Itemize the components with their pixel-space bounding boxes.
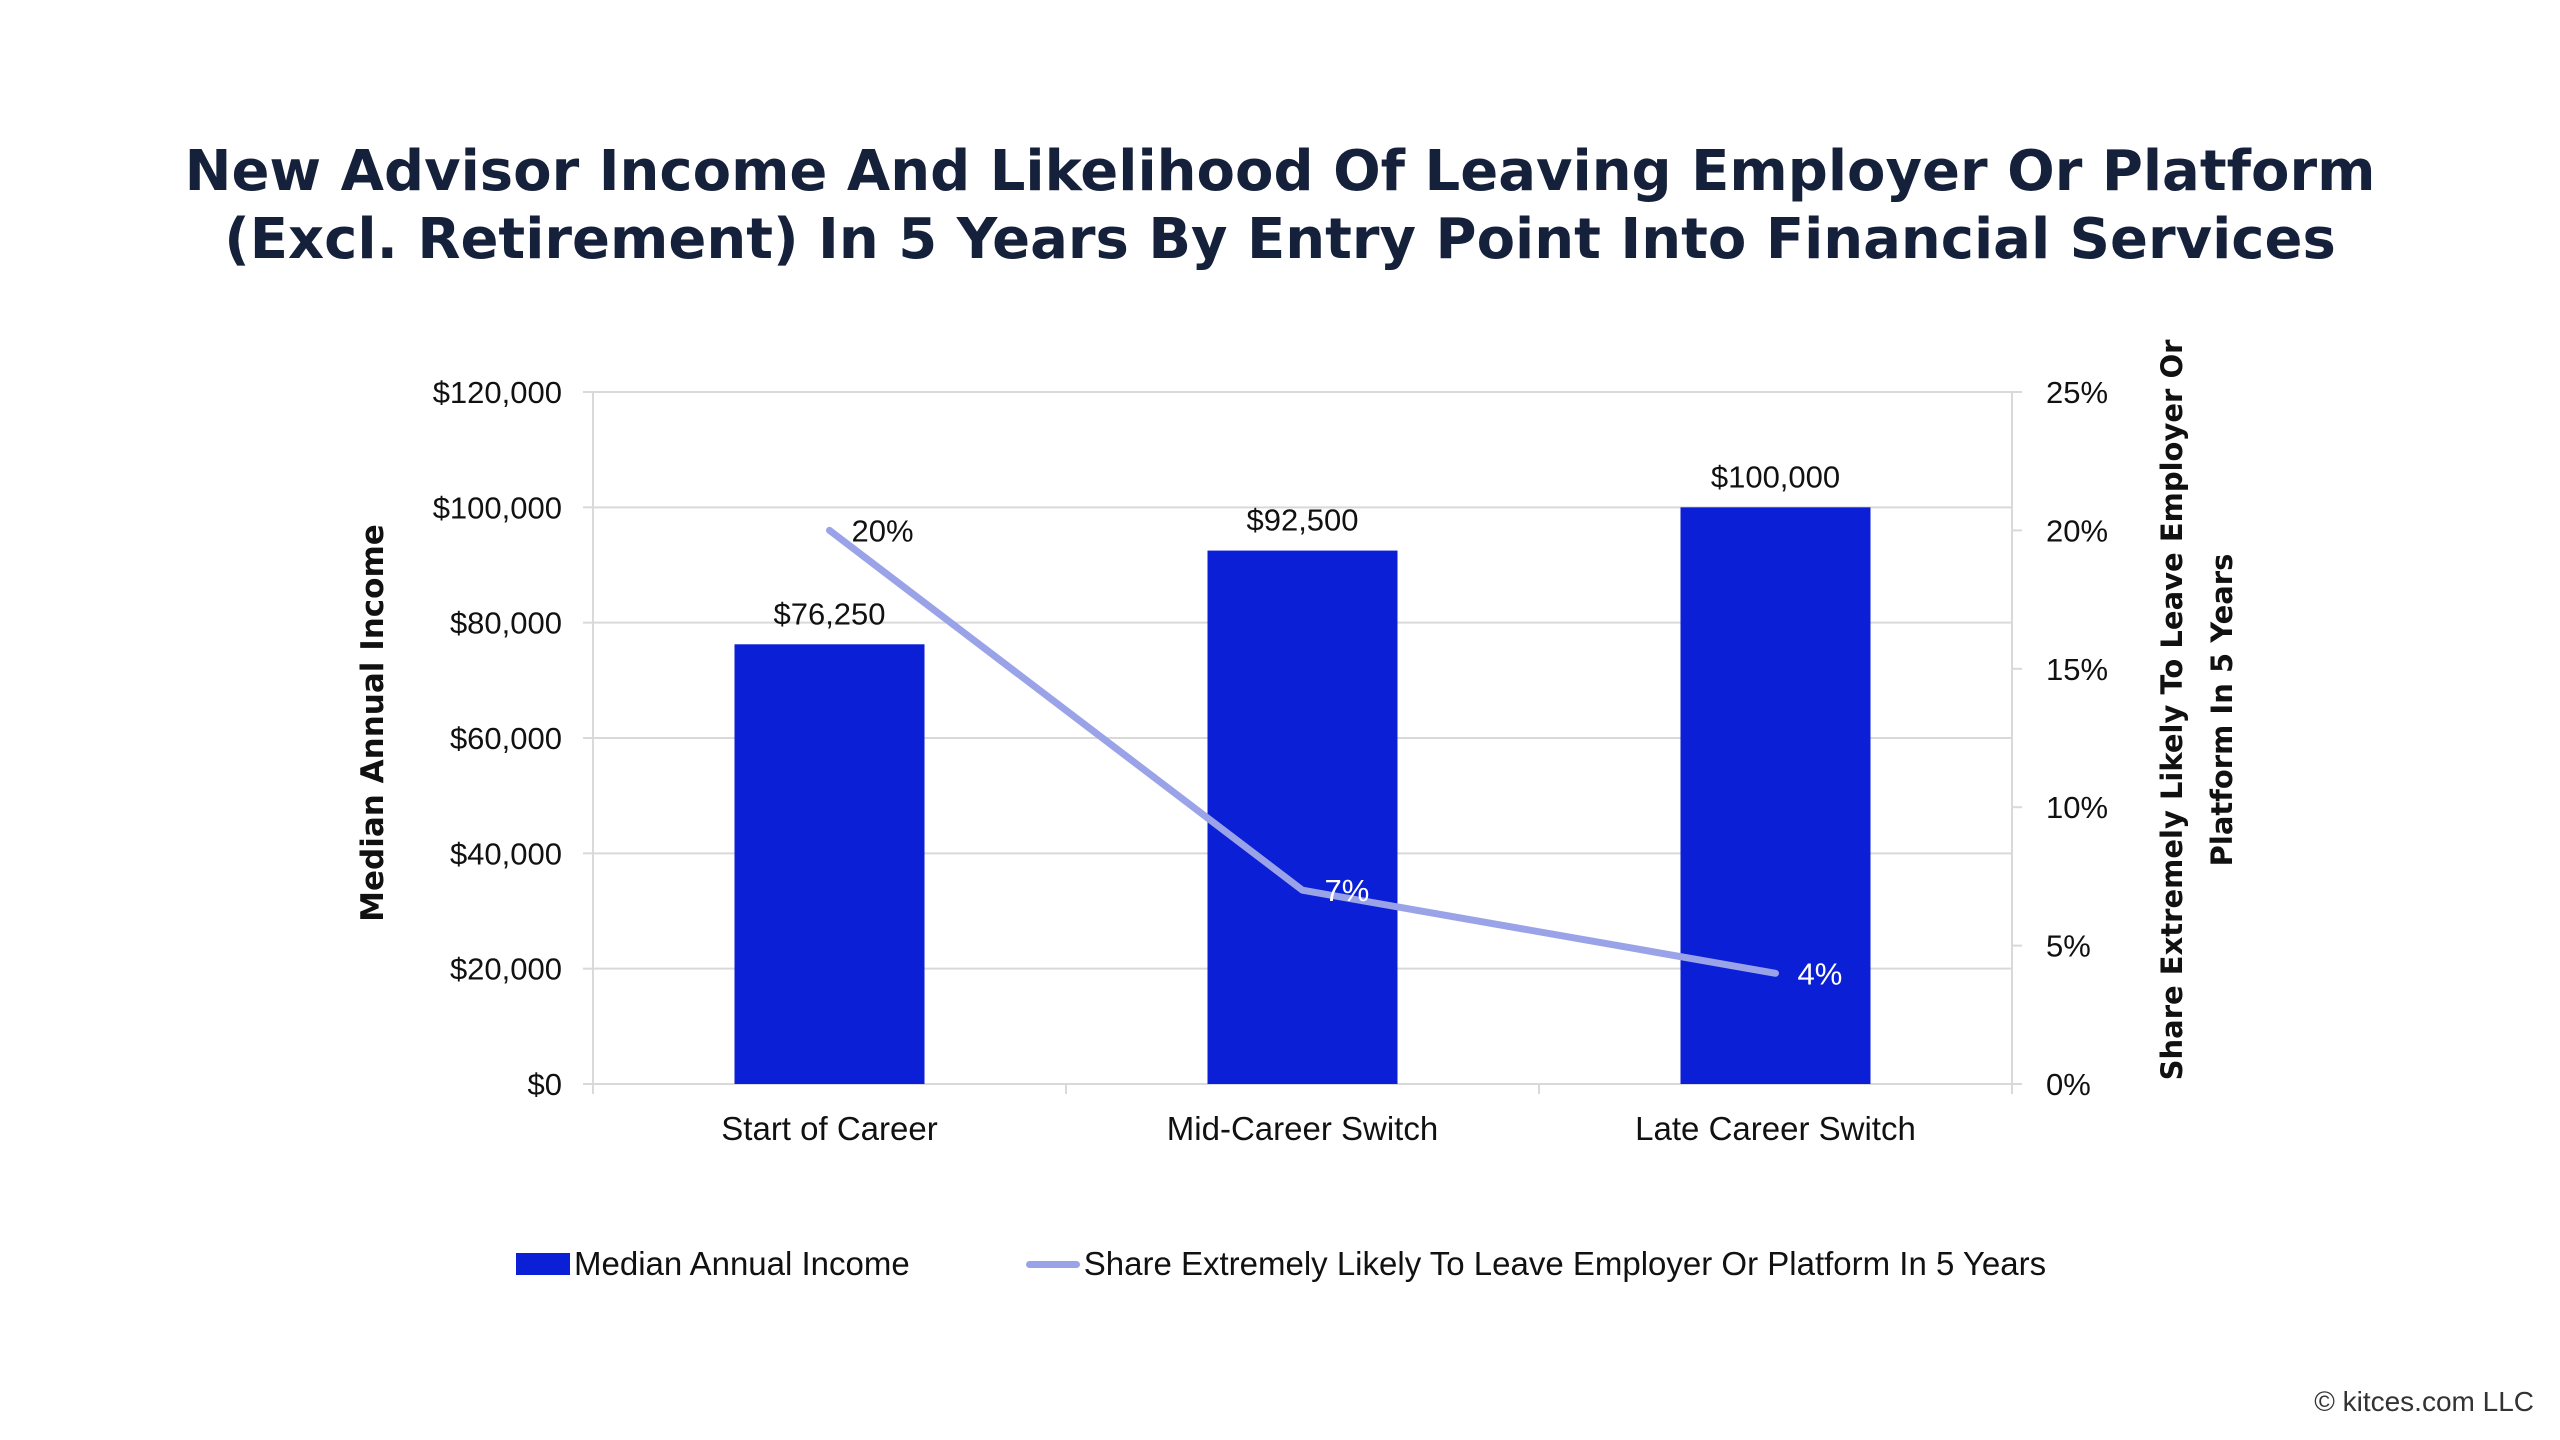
- legend-swatch-line: [1025, 1260, 1080, 1268]
- chart-title-line-1: New Advisor Income And Likelihood Of Lea…: [184, 139, 2376, 204]
- y-tick-label: $0: [528, 1067, 562, 1102]
- y-tick-label: $20,000: [450, 952, 562, 987]
- legend-label-income: Median Annual Income: [574, 1245, 910, 1282]
- x-tick-label: Mid-Career Switch: [1167, 1110, 1438, 1147]
- legend-swatch-bar: [516, 1253, 570, 1275]
- chart-title-line-2: (Excl. Retirement) In 5 Years By Entry P…: [224, 207, 2336, 272]
- y-tick-label: $40,000: [450, 836, 562, 871]
- bar-data-label: $76,250: [773, 596, 885, 631]
- line-series-share: [826, 526, 1779, 977]
- bar-data-label: $92,500: [1246, 503, 1358, 538]
- y-tick-label: $100,000: [433, 490, 562, 525]
- y-tick-label: $80,000: [450, 606, 562, 641]
- copyright-notice: © kitces.com LLC: [2314, 1386, 2534, 1417]
- y2-tick-label: 5%: [2046, 929, 2091, 964]
- y-tick-label: $120,000: [433, 375, 562, 410]
- bar: [1207, 550, 1398, 1084]
- legend-label-share: Share Extremely Likely To Leave Employer…: [1083, 1245, 2047, 1282]
- bar: [1680, 507, 1871, 1084]
- y2-tick-label: 0%: [2046, 1067, 2091, 1102]
- chart-legend: Median Annual Income Share Extremely Lik…: [516, 1242, 2046, 1286]
- line-data-label: 20%: [852, 513, 914, 548]
- x-tick-label: Late Career Switch: [1635, 1110, 1916, 1147]
- y2-tick-label: 15%: [2046, 652, 2108, 687]
- legend-item-income: Median Annual Income: [516, 1245, 910, 1283]
- y2-tick-label: 25%: [2046, 375, 2108, 410]
- line-data-label: 7%: [1325, 873, 1370, 908]
- chart-title: New Advisor Income And Likelihood Of Lea…: [0, 138, 2560, 274]
- y-axis-title: Median Annual Income: [355, 524, 391, 922]
- bar: [734, 644, 925, 1084]
- legend-item-share: Share Extremely Likely To Leave Employer…: [1025, 1245, 2047, 1283]
- y2-tick-label: 20%: [2046, 513, 2108, 548]
- bar-data-label: $100,000: [1711, 459, 1840, 494]
- y-tick-label: $60,000: [450, 721, 562, 756]
- y2-axis-title: Share Extremely Likely To Leave Employer…: [2155, 339, 2239, 1080]
- y2-axis-title-line: Share Extremely Likely To Leave Employer…: [2155, 339, 2189, 1080]
- y2-axis-title-line: Platform In 5 Years: [2205, 554, 2239, 867]
- y2-tick-label: 10%: [2046, 790, 2108, 825]
- x-tick-label: Start of Career: [721, 1110, 937, 1147]
- line-data-label: 4%: [1798, 956, 1843, 991]
